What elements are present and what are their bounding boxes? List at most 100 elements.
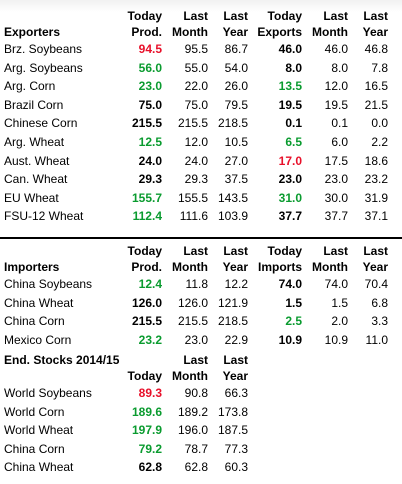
header-imports-last-month-top: Last bbox=[323, 244, 348, 258]
today-exports-value: 46.0 bbox=[278, 42, 302, 56]
end-stocks-header-row-top: End. Stocks 2014/15 Last Last bbox=[0, 352, 248, 368]
row-label: Mexico Corn bbox=[4, 332, 72, 347]
imports-last-year-value: 70.4 bbox=[364, 277, 388, 291]
header-today-prod-bottom: Prod. bbox=[131, 260, 162, 274]
end-stocks-section: End. Stocks 2014/15 Last Last Today Mont… bbox=[0, 352, 248, 477]
last-year-value: 37.5 bbox=[224, 172, 248, 187]
header-today-prod-bottom: Prod. bbox=[131, 25, 162, 39]
today-prod-value: 23.2 bbox=[138, 332, 162, 347]
row-label: Arg. Corn bbox=[4, 79, 56, 94]
last-month-value: 55.0 bbox=[184, 60, 208, 75]
row-label: EU Wheat bbox=[4, 190, 59, 205]
last-month-value: 95.5 bbox=[184, 42, 208, 56]
header-last-month-top: Last bbox=[183, 9, 208, 23]
top-shading bbox=[0, 0, 402, 12]
today-prod-value: 24.0 bbox=[138, 153, 162, 168]
header-exports-last-month-bottom: Month bbox=[312, 25, 348, 39]
last-year-value: 10.5 bbox=[224, 134, 248, 149]
last-year-value: 79.5 bbox=[224, 97, 248, 112]
table-row: Aust. Wheat 24.0 24.0 27.0 17.0 17.5 18.6 bbox=[0, 152, 388, 171]
header-last-month-bottom: Month bbox=[172, 260, 208, 274]
exports-last-year-value: 2.2 bbox=[371, 134, 388, 149]
exporters-title: Exporters bbox=[4, 25, 61, 39]
header-today: Today bbox=[127, 369, 162, 383]
imports-last-month-value: 1.5 bbox=[331, 295, 348, 310]
header-last-month-top: Last bbox=[183, 353, 208, 367]
today-prod-value: 215.5 bbox=[131, 314, 162, 329]
end-stocks-table: End. Stocks 2014/15 Last Last Today Mont… bbox=[0, 352, 248, 477]
today-prod-value: 75.0 bbox=[138, 97, 162, 112]
today-prod-value: 112.4 bbox=[132, 209, 162, 224]
today-prod-value: 23.0 bbox=[138, 79, 162, 94]
last-year-value: 54.0 bbox=[224, 60, 248, 75]
today-imports-value: 1.5 bbox=[285, 295, 302, 310]
last-month-value: 189.2 bbox=[177, 404, 208, 419]
exports-last-year-value: 7.8 bbox=[371, 60, 388, 75]
exports-last-month-value: 37.7 bbox=[324, 209, 348, 224]
last-month-value: 22.0 bbox=[184, 79, 208, 94]
header-last-year-top: Last bbox=[223, 244, 248, 258]
row-label: China Wheat bbox=[4, 295, 74, 310]
importers-header-row-top: Today Last Last Today Last Last bbox=[0, 243, 388, 259]
exports-last-month-value: 30.0 bbox=[324, 190, 348, 205]
today-exports-value: 6.5 bbox=[285, 134, 302, 149]
table-row: World Soybeans 89.3 90.8 66.3 bbox=[0, 384, 248, 403]
today-exports-value: 23.0 bbox=[278, 172, 302, 187]
today-exports-value: 8.0 bbox=[285, 60, 302, 75]
last-month-value: 215.5 bbox=[177, 314, 208, 329]
last-month-value: 12.0 bbox=[184, 134, 208, 149]
table-row: Arg. Wheat 12.5 12.0 10.5 6.5 6.0 2.2 bbox=[0, 133, 388, 152]
imports-last-year-value: 6.8 bbox=[371, 295, 388, 310]
today-value: 189.6 bbox=[131, 404, 162, 419]
header-exports-last-month-top: Last bbox=[323, 9, 348, 23]
header-last-year-bottom: Year bbox=[222, 25, 248, 39]
header-imports-last-year-bottom: Year bbox=[362, 260, 388, 274]
table-row: China Corn 79.2 78.7 77.3 bbox=[0, 440, 248, 459]
today-exports-value: 0.1 bbox=[285, 116, 302, 131]
today-imports-value: 2.5 bbox=[285, 314, 302, 329]
importers-table: Today Last Last Today Last Last Importer… bbox=[0, 243, 388, 349]
last-year-value: 12.2 bbox=[224, 277, 248, 291]
header-today-imports-top: Today bbox=[267, 244, 302, 258]
imports-last-month-value: 10.9 bbox=[324, 332, 348, 347]
last-year-value: 218.5 bbox=[217, 116, 248, 131]
table-row: EU Wheat 155.7 155.5 143.5 31.0 30.0 31.9 bbox=[0, 189, 388, 208]
exporters-body: Brz. Soybeans 94.5 95.5 86.7 46.0 46.0 46.8 Ar… bbox=[0, 40, 388, 226]
table-row: Arg. Corn 23.0 22.0 26.0 13.5 12.0 16.5 bbox=[0, 77, 388, 96]
header-last-year-bottom: Year bbox=[222, 260, 248, 274]
imports-last-year-value: 11.0 bbox=[365, 332, 388, 347]
header-today-prod-top: Today bbox=[127, 9, 162, 23]
today-value: 89.3 bbox=[138, 386, 162, 400]
today-value: 62.8 bbox=[138, 460, 162, 475]
exporters-header-row-bottom: Exporters Prod. Month Year Exports Month… bbox=[0, 24, 388, 40]
table-row: Chinese Corn 215.5 215.5 218.5 0.1 0.1 0.0 bbox=[0, 114, 388, 133]
row-label: China Corn bbox=[4, 314, 65, 329]
last-year-value: 27.0 bbox=[224, 153, 248, 168]
last-month-value: 215.5 bbox=[177, 116, 208, 131]
today-prod-value: 29.3 bbox=[138, 172, 162, 187]
last-year-value: 173.8 bbox=[217, 404, 248, 419]
row-label: World Corn bbox=[4, 404, 65, 419]
row-label: Can. Wheat bbox=[4, 172, 68, 187]
importers-header-row-bottom: Importers Prod. Month Year Imports Month… bbox=[0, 259, 388, 275]
exports-last-year-value: 46.8 bbox=[364, 42, 388, 56]
row-label: World Soybeans bbox=[4, 386, 92, 400]
importers-section: Today Last Last Today Last Last Importer… bbox=[0, 243, 388, 349]
header-last-month-bottom: Month bbox=[172, 25, 208, 39]
header-last-month-top: Last bbox=[183, 244, 208, 258]
last-month-value: 78.7 bbox=[184, 441, 208, 456]
last-year-value: 121.9 bbox=[217, 295, 248, 310]
last-month-value: 126.0 bbox=[177, 295, 208, 310]
table-row: FSU-12 Wheat 112.4 111.6 103.9 37.7 37.7 37.1 bbox=[0, 207, 388, 226]
row-label: Aust. Wheat bbox=[4, 153, 70, 168]
last-year-value: 187.5 bbox=[217, 423, 248, 438]
table-row: China Wheat 62.8 62.8 60.3 bbox=[0, 458, 248, 477]
exports-last-month-value: 23.0 bbox=[324, 172, 348, 187]
row-label: Brazil Corn bbox=[4, 97, 64, 112]
end-stocks-title: End. Stocks 2014/15 bbox=[4, 353, 120, 367]
table-row: Arg. Soybeans 56.0 55.0 54.0 8.0 8.0 7.8 bbox=[0, 59, 388, 78]
table-row: China Corn 215.5 215.5 218.5 2.5 2.0 3.3 bbox=[0, 312, 388, 331]
exports-last-month-value: 0.1 bbox=[331, 116, 348, 131]
header-last-year-top: Last bbox=[223, 9, 248, 23]
last-month-value: 90.8 bbox=[184, 386, 208, 400]
